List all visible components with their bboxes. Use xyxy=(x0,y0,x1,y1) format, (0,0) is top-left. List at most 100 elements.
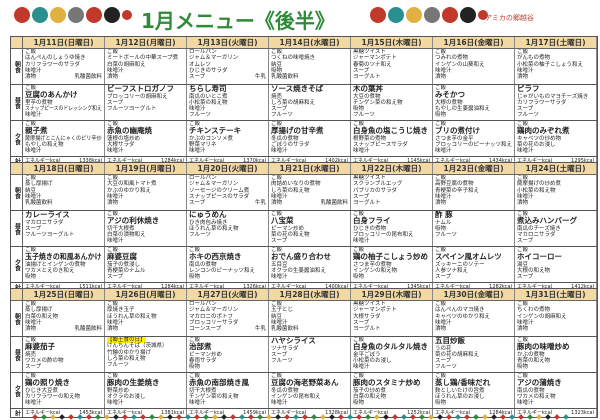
corner-cell xyxy=(11,37,23,48)
menu-item: 吸物 xyxy=(435,225,447,232)
menu-item: 味噌汁 xyxy=(271,400,288,407)
menu-line: 味噌汁 xyxy=(353,148,430,154)
menu-item: フルーツ xyxy=(435,364,457,371)
energy-cell: エネルギーkcal 1381kcal xyxy=(105,409,187,417)
diamond-ornament-icon xyxy=(76,414,83,420)
menu-item: 焼売 xyxy=(271,93,283,100)
diamond-ornament-icon xyxy=(463,414,470,420)
menu-line: 里芋の煮物 xyxy=(25,100,102,106)
menu-line: スープ xyxy=(517,106,594,112)
menu-item: チンゲン菜の和え物 xyxy=(353,99,403,106)
menu-line: ピーマン炒め xyxy=(271,226,348,232)
energy-value: 1284kcal xyxy=(161,157,184,164)
energy-value: 1338kcal xyxy=(79,157,102,164)
menu-item: ひじき大豆煮 xyxy=(25,387,59,394)
menu-line: ほうれん草のお浸し xyxy=(435,394,512,400)
menu-line: オクラの生姜醤油和え xyxy=(271,268,348,274)
menu-item: 冬瓜の煮物 xyxy=(271,387,299,394)
diamond-ornament-icon xyxy=(292,414,299,420)
menu-line: 蓮根の塩炒め xyxy=(107,136,184,142)
date-header: 1月31日(土曜日) xyxy=(515,289,597,300)
menu-line: スープ xyxy=(435,274,512,280)
menu-line: 漬物 xyxy=(435,326,512,332)
dinner-cell: ご飯 赤魚の南部焼き風 切干大根煮 チンゲン菜の和え物 味噌汁 xyxy=(187,373,269,408)
menu-line: 厚焼き玉子 xyxy=(107,307,184,313)
menu-item: ご飯 xyxy=(25,301,37,307)
menu-line: 漬物 xyxy=(517,74,594,80)
menu-item: ご飯 xyxy=(189,373,201,379)
menu-line: スナップピースのサラダ xyxy=(189,194,266,200)
menu-item: 味噌汁 xyxy=(271,193,288,200)
main-dish: 豚肉のスタミナ炒め xyxy=(353,378,421,388)
energy-cell: エネルギーkcal 1145kcal xyxy=(351,157,433,165)
menu-item: ご飯 xyxy=(25,85,37,91)
menu-item: 味噌汁 xyxy=(271,148,288,155)
menu-line: ひじき大豆煮 xyxy=(25,388,102,394)
diamond-ornament-icon xyxy=(472,414,479,420)
total-label: 計 xyxy=(11,283,23,291)
menu-item: けんちんそば（茨城県） xyxy=(107,343,168,350)
menu-line: スープ xyxy=(353,194,430,200)
menu-item: 吸物 xyxy=(517,364,529,371)
menu-line: チンゲン菜の和え物 xyxy=(353,100,430,106)
energy-cell: エネルギーkcal 1282kcal xyxy=(433,283,515,291)
menu-line: ご飯 xyxy=(25,175,102,181)
menu-line: 吸物 xyxy=(435,400,512,406)
menu-line: はんぺんのしょうゆ焼き xyxy=(25,55,102,61)
menu-item: ご飯 xyxy=(353,211,365,217)
menu-item: 味噌汁 xyxy=(25,112,42,119)
menu-item: 南瓜のチーズ焼き xyxy=(517,225,561,232)
menu-item: 味噌汁 xyxy=(189,400,206,407)
energy-value: 1345kcal xyxy=(407,283,430,290)
menu-line: 白菜の和え物 xyxy=(25,314,102,320)
menu-line: かぶのゆかり和え xyxy=(107,188,184,194)
menu-line: フルーツ xyxy=(271,112,348,118)
menu-item: スープ xyxy=(189,200,206,207)
breakfast-cell: ご飯 つみれの煮物 インゲンの山葵和え 味噌汁 漬物 xyxy=(433,49,515,84)
menu-line: 味噌汁 xyxy=(517,320,594,326)
menu-item: ご飯 xyxy=(517,301,529,307)
dinner-cell: ご飯 鶏肉のみぞれ煮 キャベツの炒め物 菜の花のお浸し 味噌汁 xyxy=(515,121,597,156)
menu-line: チキンステーキ xyxy=(189,127,266,136)
dinner-cell: ご飯 親子煮 薩摩揚げとこんにゃくのピリ辛炒 もやしの和え物 味噌汁 xyxy=(23,121,105,156)
energy-value: 1328kcal xyxy=(325,409,348,416)
dinner-cell: ご飯 豚肉のスタミナ炒め 茄子の炒め煮 白菜の和え物 吸物 xyxy=(351,373,433,408)
menu-item: 青梗菜のナムル xyxy=(107,268,146,275)
menu-line: ご飯 xyxy=(25,121,102,127)
date-header: 1月20日(火曜日) xyxy=(187,163,269,174)
date-header: 1月16日(金曜日) xyxy=(433,37,515,48)
menu-item: ご飯 xyxy=(517,49,529,55)
menu-item: 味噌汁 xyxy=(517,67,534,74)
menu-line: 焼売 xyxy=(25,352,102,358)
menu-line: フルーツ xyxy=(107,362,184,368)
energy-label: エネルギーkcal xyxy=(189,283,225,290)
main-dish: ブリの煮付け xyxy=(435,126,480,136)
diamond-ornament-icon xyxy=(454,414,461,420)
menu-item: しろ菜の胡麻和え xyxy=(271,99,316,106)
menu-item: 漬物 xyxy=(435,326,447,333)
energy-cell: エネルギーkcal 1284kcal xyxy=(433,409,515,417)
menu-line: 豆腐の海老野菜あん xyxy=(271,379,348,388)
breakfast-cell: ロールパン ジャム＆マーガリン ソーセージのクリーム煮 スナップピースのサラダ スープ 牛… xyxy=(187,175,269,210)
breakfast-cell: ご飯 薩摩揚げの炒め煮 小松菜の和え物 味噌汁 漬物 xyxy=(515,175,597,210)
menu-item: 油揚げとインゲンの煮物 xyxy=(25,261,86,268)
energy-label: エネルギーkcal xyxy=(107,283,143,290)
menu-item: 麩としいたけの旨煮 xyxy=(435,387,485,394)
main-dish: 豆腐の海老野菜あん xyxy=(271,378,339,388)
menu-item: もやしの生姜醤油和え xyxy=(435,106,491,113)
main-dish: 木の葉丼 xyxy=(353,85,383,93)
diamond-ornament-icon xyxy=(139,414,146,420)
menu-line: 小松菜の和え物 xyxy=(517,188,594,194)
menu-item: つみれの煮物 xyxy=(435,55,469,62)
menu-item: 野菜炒め xyxy=(107,387,130,394)
menu-item: 玉子とじ xyxy=(271,307,294,314)
lunch-cell: ご飯 豆腐のあんかけ 里芋の煮物 スナップピースのドレッシング和え 味噌汁 xyxy=(23,85,105,120)
menu-line: ご飯 xyxy=(25,85,102,91)
energy-label: エネルギーkcal xyxy=(353,157,389,164)
menu-line: 赤魚の幽庵焼 xyxy=(107,127,184,136)
menu-line: 煮込みハンバーグ xyxy=(517,217,594,226)
menu-item: 厚焼き玉子 xyxy=(107,307,135,314)
menu-line: ヨーグルト xyxy=(353,326,430,332)
menu-item: ご飯 xyxy=(25,337,37,343)
menu-line: ご飯 xyxy=(435,175,512,181)
